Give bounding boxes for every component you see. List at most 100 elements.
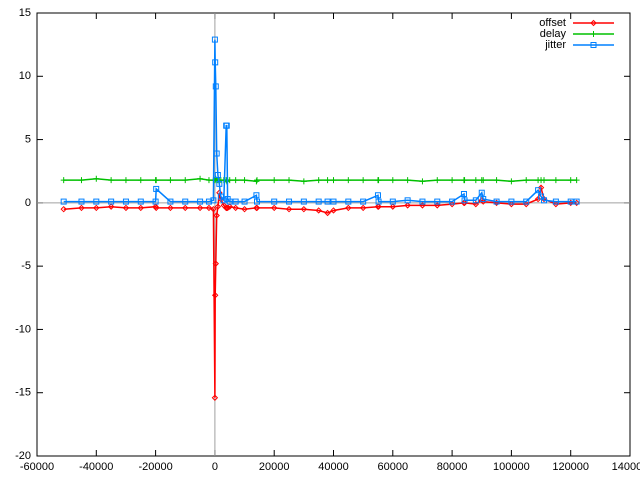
data-point (567, 198, 574, 205)
data-point (213, 212, 220, 219)
data-point (300, 205, 308, 213)
series-line (63, 184, 577, 398)
y-tick-label: -20 (15, 450, 31, 462)
data-point (434, 177, 441, 184)
legend-marker (590, 42, 597, 48)
data-point (345, 204, 352, 212)
data-point (152, 198, 159, 205)
data-point (226, 203, 233, 210)
data-point (254, 198, 261, 205)
data-point (324, 177, 331, 184)
data-point (253, 204, 261, 212)
data-point (493, 177, 500, 184)
data-point (241, 177, 248, 184)
data-point (434, 198, 441, 205)
data-point (508, 200, 515, 208)
data-point (122, 177, 129, 184)
data-point (534, 195, 542, 203)
data-point (78, 198, 85, 205)
data-point (93, 204, 100, 212)
data-point (359, 204, 367, 212)
x-tick-label: 40000 (318, 461, 349, 473)
data-point (573, 177, 580, 184)
data-point (216, 189, 223, 196)
data-point (345, 198, 352, 205)
legend-marker (590, 19, 597, 27)
data-point (449, 177, 456, 184)
data-point (271, 177, 278, 184)
data-point (232, 177, 239, 184)
data-point (523, 198, 530, 205)
data-point (220, 197, 227, 204)
data-point (197, 175, 204, 182)
legend-label: delay (540, 28, 567, 40)
data-point (315, 198, 322, 205)
data-point (210, 197, 217, 204)
data-point (78, 177, 85, 184)
data-point (315, 207, 322, 214)
data-point (541, 197, 548, 204)
data-point (214, 203, 222, 210)
data-point (205, 204, 213, 212)
x-tick-label: 0 (212, 461, 218, 473)
data-point (449, 198, 456, 205)
data-point (241, 205, 248, 213)
x-tick-label: -20000 (138, 461, 172, 473)
data-point (107, 203, 115, 210)
data-point (375, 203, 382, 210)
data-point (300, 198, 307, 205)
data-point (167, 198, 174, 205)
data-point (389, 177, 396, 184)
data-point (480, 196, 487, 203)
legend-marker (590, 31, 597, 37)
data-point (93, 198, 100, 205)
data-point (472, 197, 479, 204)
data-point (360, 177, 367, 184)
x-tick-label: 140000 (612, 461, 640, 473)
data-point (153, 185, 160, 192)
data-point (78, 204, 85, 212)
data-point (345, 177, 352, 184)
data-point (472, 177, 479, 184)
x-tick-label: 80000 (437, 461, 468, 473)
data-point (552, 177, 559, 184)
x-tick-label: 100000 (493, 461, 530, 473)
data-point (523, 177, 530, 184)
data-point (153, 177, 160, 184)
data-point (389, 198, 396, 205)
data-point (315, 177, 322, 184)
data-point (375, 177, 382, 184)
data-point (137, 198, 144, 205)
data-point (253, 192, 260, 199)
data-point (108, 177, 115, 184)
y-tick-label: 10 (19, 70, 31, 82)
data-point (493, 198, 500, 205)
data-point (404, 177, 411, 184)
y-tick-label: -10 (15, 323, 31, 335)
data-point (60, 177, 67, 184)
data-point (122, 198, 129, 205)
data-point (210, 205, 217, 213)
data-point (461, 197, 468, 204)
data-point (508, 178, 515, 185)
data-point (478, 189, 485, 196)
data-point (216, 180, 223, 187)
data-point (523, 200, 530, 208)
data-point (567, 177, 574, 184)
data-point (122, 204, 130, 212)
data-point (300, 178, 307, 185)
data-point (374, 192, 381, 199)
data-point (461, 177, 468, 184)
y-tick-label: 0 (25, 197, 31, 209)
data-point (286, 177, 293, 184)
data-point (167, 204, 174, 212)
data-point (460, 190, 467, 197)
data-point (211, 36, 218, 43)
data-point (419, 198, 426, 205)
data-point (232, 204, 239, 212)
series-line (63, 39, 577, 203)
data-point (286, 198, 293, 205)
data-point (360, 198, 367, 205)
y-tick-label: -5 (21, 260, 31, 272)
